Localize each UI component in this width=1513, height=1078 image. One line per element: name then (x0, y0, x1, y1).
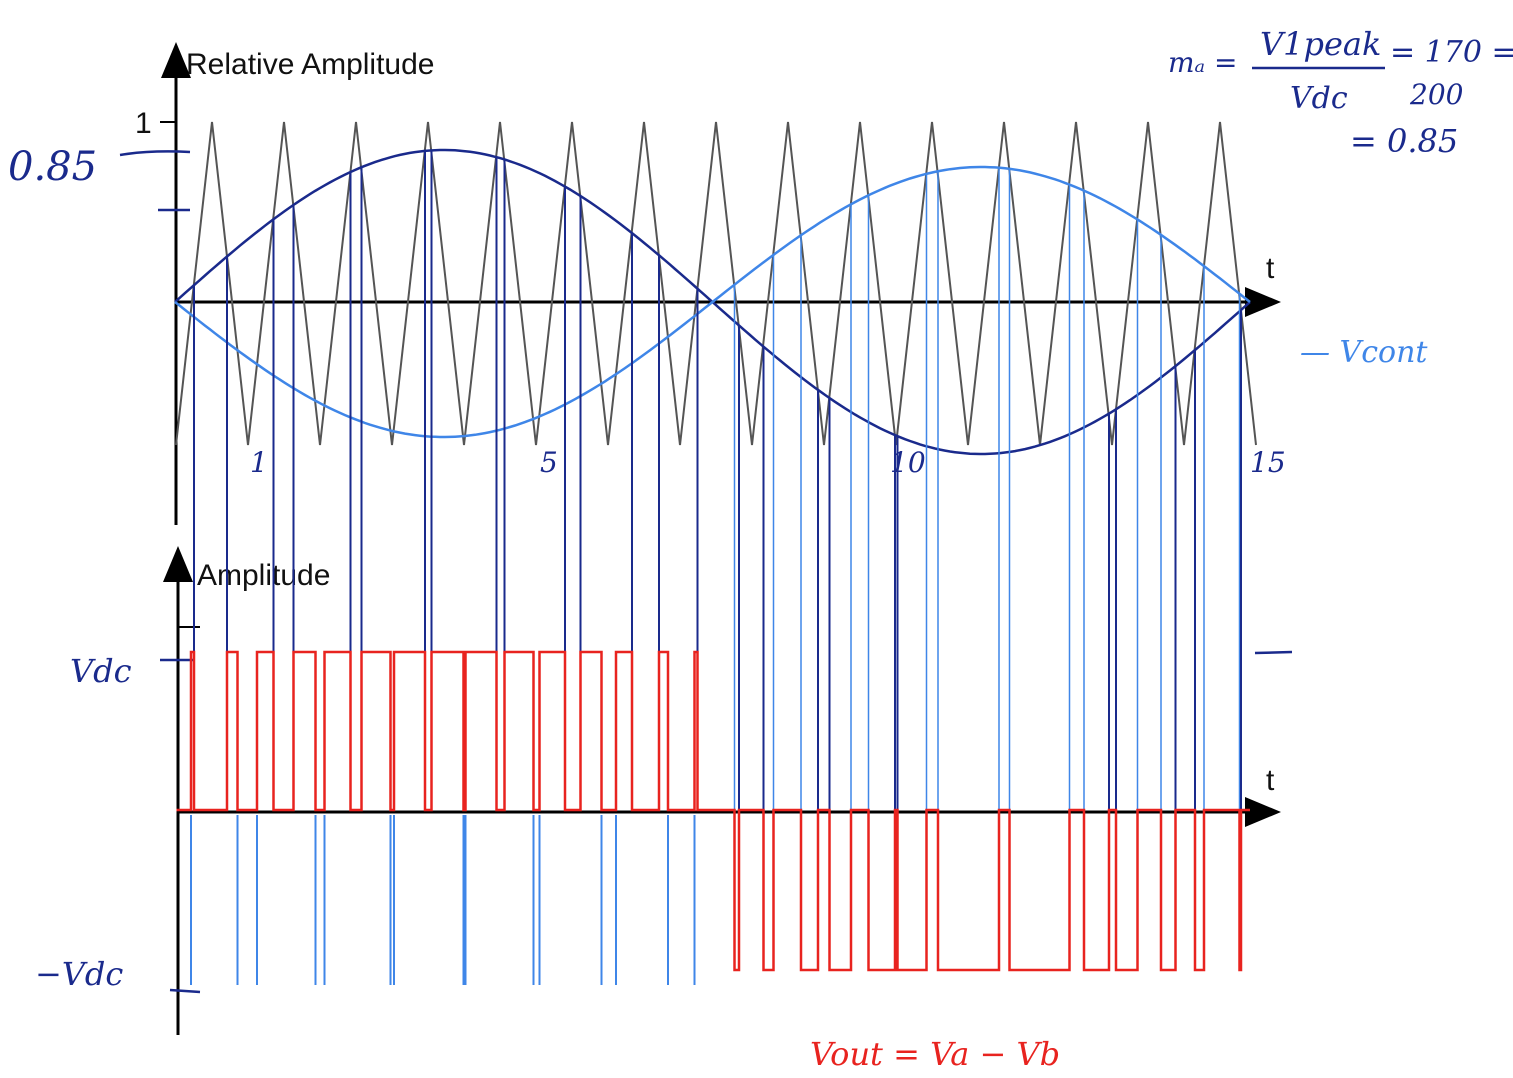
time-label: t (1266, 252, 1275, 285)
annotation: −Vdc (35, 955, 123, 993)
carrier (175, 121, 1257, 446)
tick-label: 1 (135, 107, 152, 140)
vout (176, 650, 1250, 972)
annotation: mₐ = (1168, 46, 1237, 79)
annotation: V1peak (1260, 25, 1381, 63)
time-mark: 1 (250, 446, 268, 479)
annotation: 0.85 (8, 144, 97, 190)
time-mark: 5 (540, 446, 558, 479)
hand-tick (119, 150, 1293, 994)
annotation: = 0.85 (1350, 122, 1458, 160)
annotation: Vout = Va − Vb (810, 1035, 1060, 1073)
annotation: Vdc (70, 652, 132, 690)
annotation: Vdc (1290, 81, 1348, 116)
time-label: t (1266, 764, 1275, 797)
annotation: — Vcont (1300, 335, 1428, 370)
annotation: 200 (1409, 78, 1463, 111)
annotation: = 170 = (1390, 35, 1513, 70)
control-b (174, 165, 1251, 439)
axis-label: Amplitude (197, 559, 330, 592)
axis-label: Relative Amplitude (186, 48, 434, 81)
time-mark: 15 (1250, 446, 1286, 479)
